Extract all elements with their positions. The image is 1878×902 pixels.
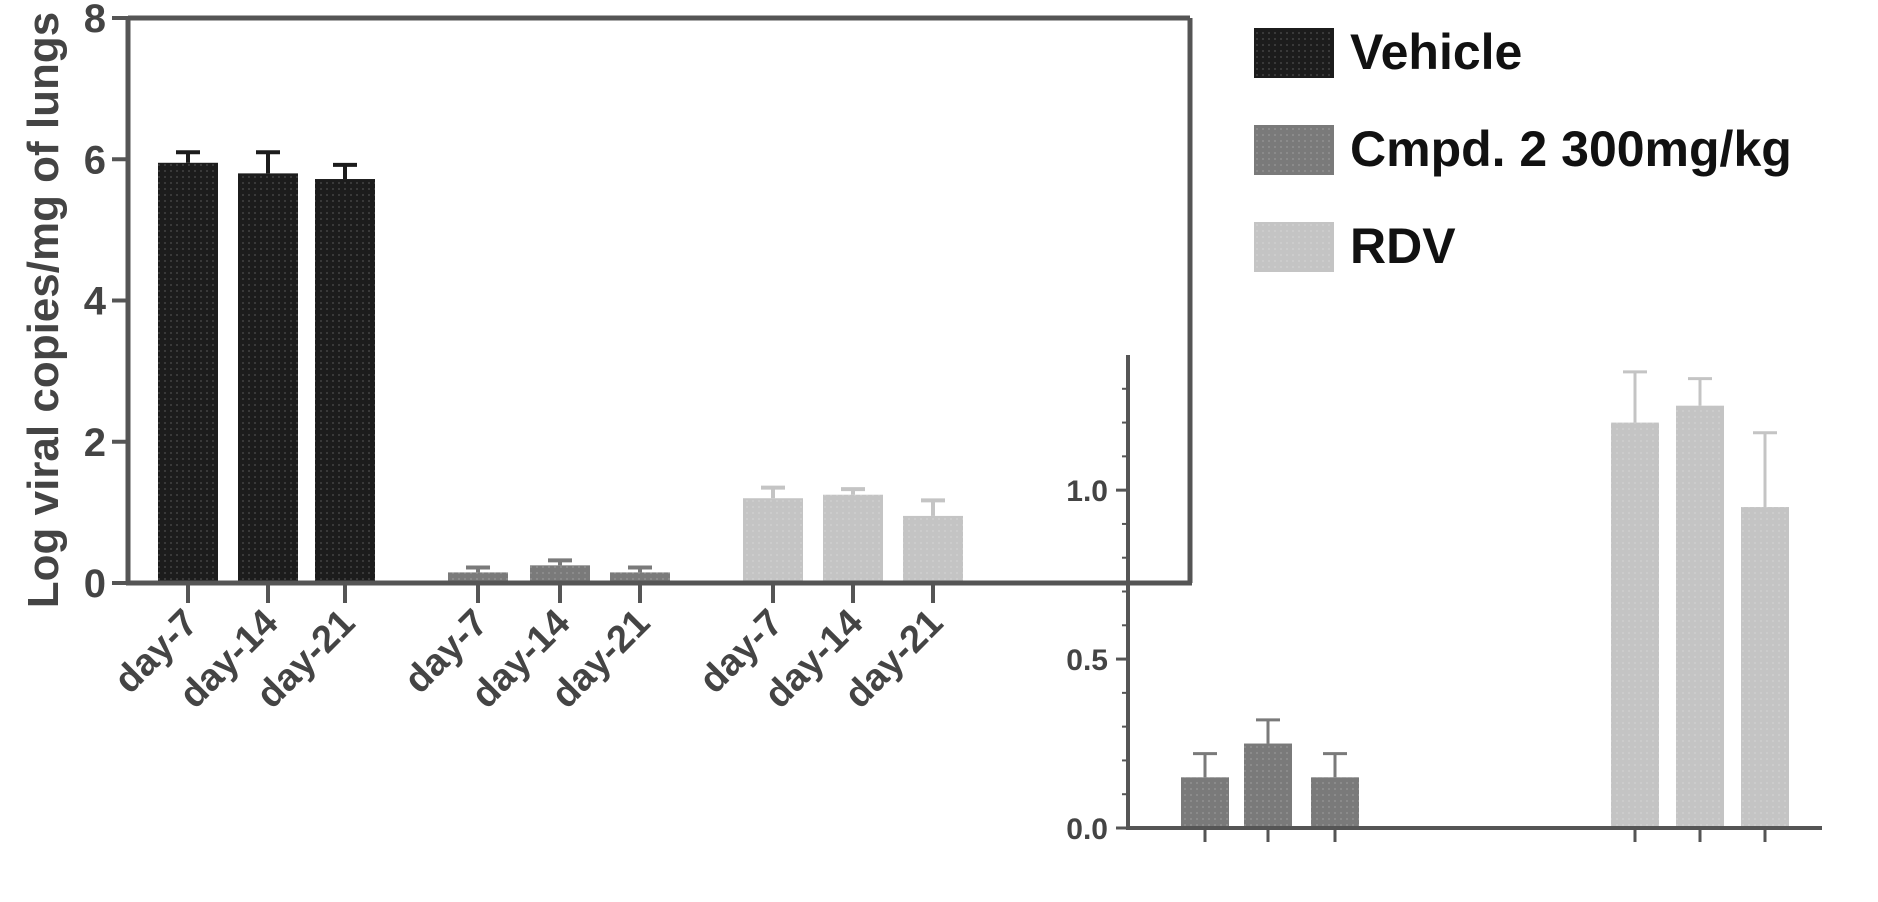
bar-texture xyxy=(1611,422,1659,828)
error-bar-rdv-day-7 xyxy=(761,485,785,499)
bar-texture xyxy=(1181,777,1229,828)
inset-y-ticks: 0.0 0.5 1.0 xyxy=(1066,387,1128,846)
legend-label-cmpd2: Cmpd. 2 300mg/kg xyxy=(1350,121,1792,177)
inset-bars xyxy=(1181,405,1789,828)
inset-chart: 0.0 0.5 1.0 xyxy=(1066,355,1822,846)
inset-error-bar-rdv-2 xyxy=(1688,377,1712,406)
inset-y-tick-label: 0.0 xyxy=(1066,813,1108,846)
bar-texture xyxy=(1676,405,1724,828)
bar-texture xyxy=(315,179,375,583)
legend-label-rdv: RDV xyxy=(1350,218,1456,274)
main-bars xyxy=(158,162,963,583)
y-tick-label: 2 xyxy=(84,421,106,465)
bar-texture xyxy=(158,162,218,583)
inset-error-bars xyxy=(1193,370,1777,778)
inset-x-ticks xyxy=(1203,828,1767,842)
bar-texture xyxy=(1311,777,1359,828)
error-bar-rdv-day-14 xyxy=(841,487,865,495)
inset-error-bar-rdv-1 xyxy=(1623,370,1647,423)
inset-error-bar-rdv-3 xyxy=(1753,431,1777,508)
inset-y-tick-label: 0.5 xyxy=(1066,644,1108,677)
bar-texture xyxy=(448,572,508,583)
error-bar-cmpd-2-300mg-kg-day-21 xyxy=(628,565,652,573)
legend-item-cmpd2: Cmpd. 2 300mg/kg xyxy=(1254,121,1792,177)
inset-error-bar-cmpd-2-300mg-kg-3 xyxy=(1323,752,1347,778)
main-y-ticks: 0 2 4 6 8 xyxy=(84,0,128,606)
bar-texture xyxy=(1244,743,1292,828)
main-error-bars xyxy=(176,150,945,573)
bar-texture xyxy=(610,572,670,583)
y-tick-label: 0 xyxy=(84,562,106,606)
bar-texture xyxy=(238,173,298,583)
error-bar-cmpd-2-300mg-kg-day-14 xyxy=(548,558,572,566)
bar-texture xyxy=(530,565,590,583)
legend: Vehicle Cmpd. 2 300mg/kg RDV xyxy=(1254,24,1792,274)
legend-item-vehicle: Vehicle xyxy=(1254,24,1522,80)
y-tick-label: 8 xyxy=(84,0,106,41)
inset-error-bar-cmpd-2-300mg-kg-1 xyxy=(1193,752,1217,778)
legend-item-rdv: RDV xyxy=(1254,218,1456,274)
error-bar-rdv-day-21 xyxy=(921,498,945,516)
bar-texture xyxy=(1741,507,1789,828)
legend-label-vehicle: Vehicle xyxy=(1350,24,1522,80)
inset-error-bar-cmpd-2-300mg-kg-2 xyxy=(1256,718,1280,744)
error-bar-vehicle-day-21 xyxy=(333,162,357,180)
error-bar-vehicle-day-14 xyxy=(256,150,280,174)
inset-y-tick-label: 1.0 xyxy=(1066,475,1108,508)
y-tick-label: 4 xyxy=(84,280,107,324)
y-tick-label: 6 xyxy=(84,138,106,182)
error-bar-cmpd-2-300mg-kg-day-7 xyxy=(466,565,490,573)
error-bar-vehicle-day-7 xyxy=(176,150,200,163)
bar-texture xyxy=(743,498,803,583)
y-axis-label: Log viral copies/mg of lungs xyxy=(19,12,68,609)
bar-texture xyxy=(823,494,883,583)
bar-texture xyxy=(903,515,963,583)
